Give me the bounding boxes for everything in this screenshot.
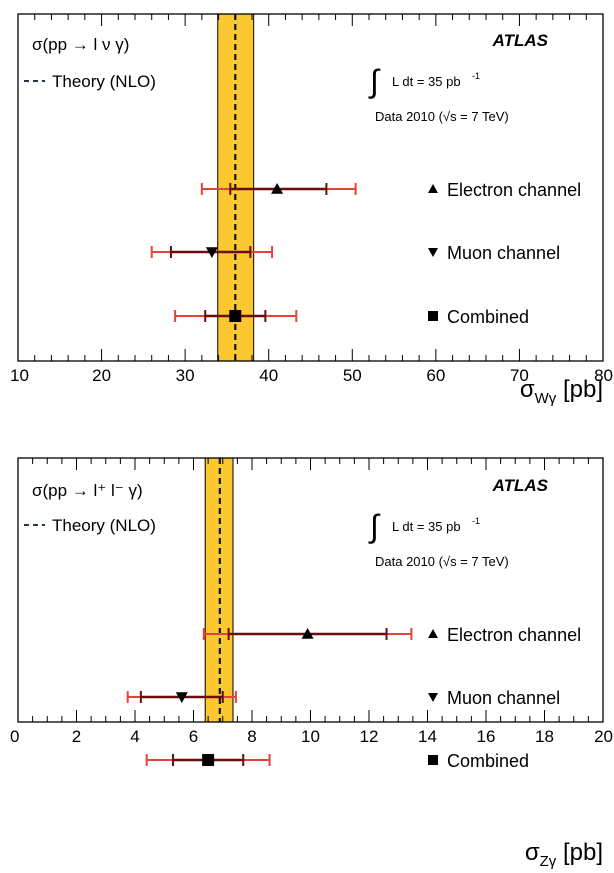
legend-theory-label: Theory (NLO) <box>52 516 156 535</box>
legend-channel-label: Muon channel <box>447 243 560 263</box>
luminosity-label: L dt = 35 pb <box>392 519 461 534</box>
x-tick-label: 18 <box>535 727 554 746</box>
x-tick-label: 2 <box>72 727 81 746</box>
legend-process-label: σ(pp → l⁺ l⁻ γ) <box>32 481 143 500</box>
theory-band-layer <box>217 13 255 362</box>
channel-legend: Electron channel Muon channel Combined <box>428 180 581 327</box>
legend-marker-icon <box>428 755 438 765</box>
data-point-marker <box>202 754 215 766</box>
legend-channel-label: Combined <box>447 751 529 771</box>
x-axis-title-subscript: Zγ <box>540 853 557 870</box>
x-tick-label: 30 <box>176 366 195 385</box>
legend-channel-label: Electron channel <box>447 180 581 200</box>
x-axis-title-symbol: σ <box>525 839 540 866</box>
integral-sign: ∫ <box>368 508 381 544</box>
x-axis-title-symbol: σ <box>520 376 535 403</box>
luminosity-exponent: -1 <box>472 516 480 526</box>
x-tick-label: 6 <box>189 727 198 746</box>
x-tick-label: 0 <box>10 727 19 746</box>
panel-zgamma: 0 2 4 6 8 10 12 14 16 18 20 σ(pp → l⁺ l⁻ γ) Theory… <box>10 457 613 870</box>
x-axis-ticks <box>17 14 604 361</box>
luminosity-label: L dt = 35 pb <box>392 74 461 89</box>
data-point-marker <box>271 183 284 194</box>
legend-channel-label: Muon channel <box>447 688 560 708</box>
legend-marker-icon <box>428 248 438 257</box>
data-point-marker <box>205 247 218 258</box>
channel-legend: Electron channel Muon channel Combined <box>428 625 581 771</box>
x-axis-title-subscript: Wγ <box>535 390 557 407</box>
panel-wgamma: 10 20 30 40 50 60 70 80 σ(pp → l ν γ) Theory (N… <box>10 13 613 407</box>
x-tick-label: 50 <box>343 366 362 385</box>
marks-layer <box>150 183 357 322</box>
legend-theory-label: Theory (NLO) <box>52 72 156 91</box>
legend-marker-icon <box>428 184 438 193</box>
x-tick-label: 60 <box>426 366 445 385</box>
x-axis-title-unit: [pb] <box>556 839 603 866</box>
x-axis-ticks <box>17 458 604 722</box>
luminosity-exponent: -1 <box>472 71 480 81</box>
x-axis-title: σWγ [pb] <box>520 376 603 407</box>
experiment-label: ATLAS <box>492 31 549 50</box>
theory-band-layer <box>204 457 234 723</box>
legend-marker-icon <box>428 311 438 321</box>
integral-sign: ∫ <box>368 63 381 99</box>
x-tick-label: 20 <box>92 366 111 385</box>
legend-marker-icon <box>428 629 438 638</box>
x-tick-label: 80 <box>594 366 613 385</box>
x-tick-label: 16 <box>477 727 496 746</box>
x-tick-label: 70 <box>510 366 529 385</box>
x-tick-label: 40 <box>259 366 278 385</box>
legend-channel-label: Electron channel <box>447 625 581 645</box>
x-axis-title: σZγ [pb] <box>525 839 603 870</box>
legend-process-label: σ(pp → l ν γ) <box>32 35 129 54</box>
x-tick-label: 10 <box>10 366 29 385</box>
x-tick-label: 14 <box>418 727 437 746</box>
legend-marker-icon <box>428 693 438 702</box>
x-axis-title-unit: [pb] <box>556 376 603 403</box>
x-axis-tick-labels: 10 20 30 40 50 60 70 80 <box>10 366 613 385</box>
experiment-label: ATLAS <box>492 476 549 495</box>
x-tick-label: 8 <box>247 727 256 746</box>
plot-frame <box>17 13 604 362</box>
legend-channel-label: Combined <box>447 307 529 327</box>
marks-layer <box>126 628 413 766</box>
data-point-marker <box>175 692 188 703</box>
x-tick-label: 12 <box>360 727 379 746</box>
data-label: Data 2010 (√s = 7 TeV) <box>375 554 509 569</box>
data-point-marker <box>229 310 242 322</box>
x-axis-tick-labels: 0 2 4 6 8 10 12 14 16 18 20 <box>10 727 613 746</box>
x-tick-label: 20 <box>594 727 613 746</box>
x-tick-label: 4 <box>130 727 139 746</box>
data-label: Data 2010 (√s = 7 TeV) <box>375 109 509 124</box>
data-point-marker <box>301 628 314 639</box>
x-tick-label: 10 <box>301 727 320 746</box>
